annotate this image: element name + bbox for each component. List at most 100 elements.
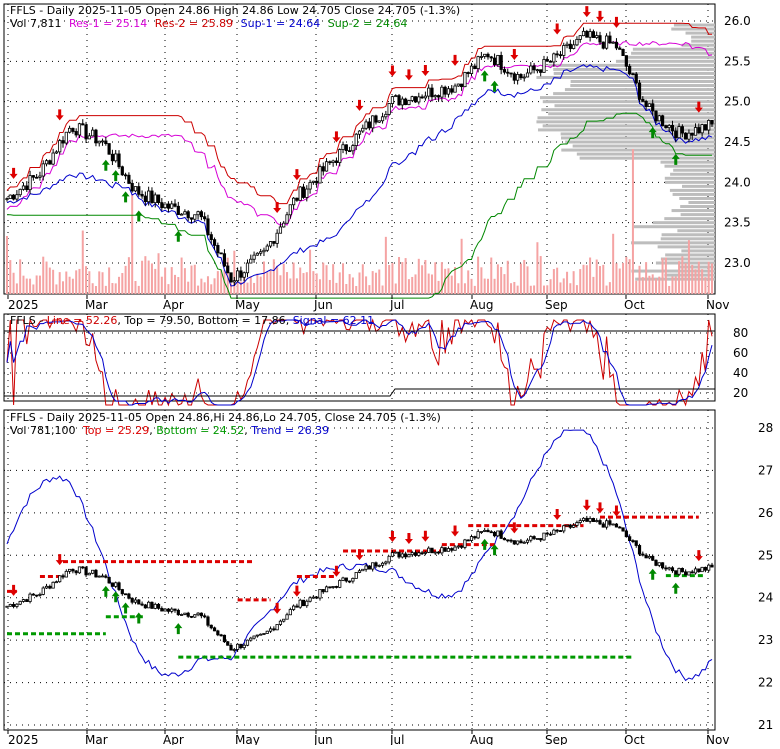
trend-candle-body <box>387 555 391 563</box>
volume-profile-bar <box>672 192 715 196</box>
trend-candle-body <box>133 599 138 603</box>
trend-candle-body <box>545 532 549 535</box>
volume-bar <box>612 233 615 294</box>
price-candle-body <box>170 203 174 209</box>
price-candle-body <box>387 103 391 115</box>
trend-candle-body <box>21 599 26 602</box>
volume-bar <box>154 268 157 294</box>
trend-top-label: Top = 25.29 <box>82 424 149 437</box>
price-candle-body <box>219 252 223 255</box>
trend-candle-body <box>64 570 68 578</box>
trend-candle-body <box>298 599 302 608</box>
trend-candle-body <box>374 562 378 567</box>
trend-candle-body <box>499 530 503 539</box>
trend-candle-body <box>456 545 460 548</box>
price-candle-body <box>35 176 39 179</box>
price-candle-body <box>140 193 144 197</box>
trend-candle-body <box>331 586 335 588</box>
volume-bar <box>312 271 315 294</box>
trend-candle-body <box>265 630 269 634</box>
volume-bar <box>411 276 414 294</box>
trend-candle-body <box>446 548 451 552</box>
price-candle-body <box>196 211 200 216</box>
volume-bar <box>559 282 562 294</box>
volume-bar <box>526 266 529 294</box>
trend-candle-body <box>578 520 582 523</box>
trend-candle-body <box>420 552 424 555</box>
trend-sell-arrow <box>421 530 430 542</box>
stoch-line-label: Line = 52.26 <box>47 314 118 327</box>
volume-bar <box>259 276 262 294</box>
volume-bar <box>638 265 641 294</box>
price-candle-body <box>137 186 141 195</box>
trend-candle-body <box>209 624 213 629</box>
volume-bar <box>417 258 420 294</box>
price-candle-body <box>453 85 457 93</box>
stoch-tick-label: 20 <box>733 386 748 400</box>
trend-candle-body <box>562 525 566 532</box>
volume-bar <box>592 276 595 294</box>
price-candle-body <box>318 166 322 184</box>
price-candle-body <box>707 120 711 131</box>
volume-bar <box>25 278 28 294</box>
month-label: Aug <box>470 733 493 745</box>
price-candle-body <box>647 103 652 107</box>
trend-candle-body <box>427 547 431 553</box>
trend-candle-body <box>693 568 698 574</box>
trend-candle-body <box>469 536 474 541</box>
sell-arrow <box>9 167 18 179</box>
volume-bar <box>246 282 249 294</box>
volume-bar <box>88 271 91 294</box>
volume-profile-bar <box>679 196 715 200</box>
price-candle-body <box>667 124 671 129</box>
price-candle-body <box>410 96 414 101</box>
stoch-tick-label: 80 <box>733 326 748 340</box>
volume-bar <box>144 256 147 294</box>
trend-candle-body <box>407 554 411 558</box>
volume-bar <box>506 260 509 294</box>
trend-tick-label: 23 <box>758 633 773 647</box>
trend-buy-arrow <box>490 544 499 556</box>
trend-month-axis: 2025 Mar Apr May Jun Jul Aug Sep Oct Nov <box>7 730 729 747</box>
volume-bar <box>180 257 183 294</box>
volume-bar <box>345 283 348 294</box>
trend-candle-body <box>519 540 523 544</box>
trend-sell-arrow <box>612 505 621 517</box>
volume-bar <box>388 264 391 294</box>
price-candle-body <box>130 182 134 192</box>
price-candle-body <box>133 186 138 192</box>
volume-bar <box>295 278 298 294</box>
month-label: Sep <box>545 298 568 312</box>
trend-trend-label: Trend = 26.39 <box>250 424 329 437</box>
volume-bar <box>32 284 35 294</box>
trend-candle-body <box>285 614 289 620</box>
buy-arrow <box>121 191 130 203</box>
volume-bar <box>500 266 503 294</box>
price-candle-body <box>710 120 714 125</box>
volume-bar <box>681 256 684 294</box>
price-candle-body <box>239 270 243 278</box>
volume-bar <box>187 281 190 294</box>
price-candle-body <box>259 251 263 254</box>
trend-candle-body <box>117 582 121 590</box>
res2-line <box>6 22 712 205</box>
volume-bar <box>62 281 65 294</box>
trend-volume-label: Vol 781,100 <box>10 424 75 437</box>
sell-arrow <box>355 99 364 111</box>
trend-candle-body <box>51 581 55 589</box>
price-candle-body <box>338 149 342 163</box>
volume-profile-bar <box>660 160 715 164</box>
trend-candle-body <box>242 644 246 649</box>
price-candle-body <box>552 53 556 63</box>
volume-bar <box>42 256 45 294</box>
volume-bar <box>167 284 170 294</box>
volume-bar <box>12 272 15 294</box>
price-candle-body <box>341 144 345 150</box>
trend-candle-body <box>529 536 533 541</box>
trend-candle-body <box>74 570 78 574</box>
price-candle-body <box>380 116 385 122</box>
price-candle-body <box>608 35 612 44</box>
price-candle-body <box>374 115 378 123</box>
volume-bar <box>233 250 236 294</box>
trend-candle-body <box>357 570 362 573</box>
